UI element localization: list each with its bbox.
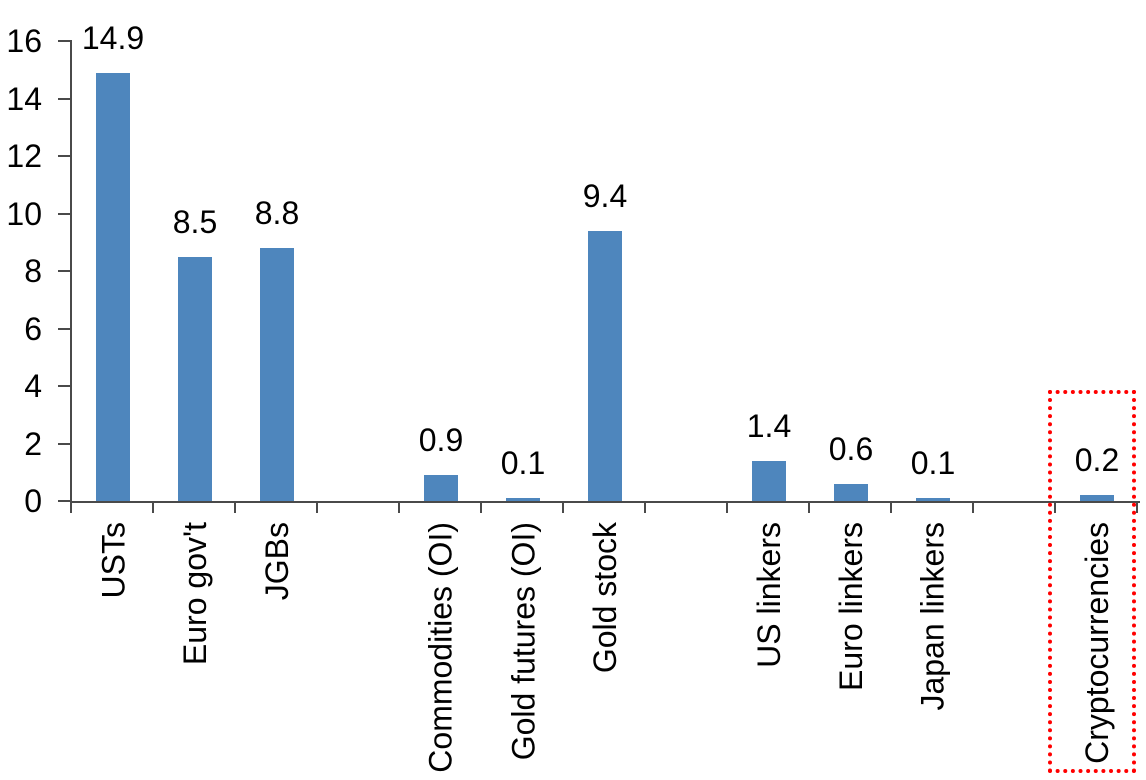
y-axis-tick (58, 155, 72, 157)
bar-euro-gov-t (178, 257, 212, 501)
x-axis-tick (316, 501, 318, 513)
category-label: Euro gov't (177, 522, 213, 666)
y-tick-label: 4 (24, 368, 42, 404)
x-axis-tick (398, 501, 400, 513)
y-tick-label: 6 (24, 310, 42, 347)
y-axis-tick (58, 385, 72, 387)
y-axis-line (70, 40, 72, 513)
x-axis-tick (562, 501, 564, 513)
x-axis-tick (234, 501, 236, 513)
y-tick-label: 2 (24, 425, 42, 462)
y-tick-label: 16 (6, 23, 42, 59)
bar-us-linkers (752, 461, 786, 501)
category-label: US linkers (751, 522, 787, 668)
bar-gold-futures-oi- (506, 498, 540, 501)
highlight-box (1048, 390, 1136, 773)
bar-value-label: 8.8 (254, 195, 300, 231)
y-axis-tick (58, 97, 72, 100)
y-tick-label: 12 (6, 138, 42, 174)
bar-value-label: 0.6 (828, 431, 874, 467)
x-axis-tick (726, 501, 728, 513)
x-axis-line (70, 501, 1140, 503)
x-axis-tick (890, 501, 892, 513)
bar-value-label: 8.5 (172, 204, 218, 240)
bar-value-label: 9.4 (582, 178, 628, 214)
y-axis-tick (58, 442, 72, 445)
bar-commodities-oi- (424, 475, 458, 501)
bar-value-label: 0.1 (500, 445, 546, 481)
bar-value-label: 0.9 (418, 422, 464, 458)
y-axis-tick (58, 500, 72, 502)
y-axis-tick (58, 270, 72, 272)
x-axis-tick (808, 501, 810, 513)
x-axis-tick (644, 501, 646, 513)
x-axis-tick (480, 501, 482, 513)
category-label: JGBs (259, 522, 295, 601)
category-label: Euro linkers (833, 522, 869, 691)
bar-value-label: 1.4 (746, 408, 792, 444)
y-tick-label: 14 (6, 80, 42, 117)
x-axis-tick (152, 501, 154, 513)
y-axis-tick (58, 212, 72, 215)
x-axis-tick (1136, 501, 1138, 513)
y-tick-label: 0 (24, 483, 42, 519)
bar-value-label: 0.1 (910, 445, 956, 481)
bar-value-label: 0.2 (1074, 442, 1120, 478)
bar-gold-stock (588, 231, 622, 501)
bar-jgbs (260, 248, 294, 501)
bar-value-label: 14.9 (81, 20, 145, 56)
x-axis-tick (972, 501, 974, 513)
bar-cryptocurrencies (1080, 495, 1114, 501)
bar-usts (96, 73, 130, 501)
category-label: Gold futures (OI) (505, 522, 541, 761)
category-label: Japan linkers (915, 522, 951, 711)
y-tick-label: 10 (6, 195, 42, 232)
category-label: USTs (95, 522, 131, 599)
category-label: Gold stock (587, 522, 623, 674)
category-label: Commodities (OI) (423, 522, 459, 773)
bar-euro-linkers (834, 484, 868, 501)
x-axis-tick (1054, 501, 1056, 513)
y-tick-label: 8 (24, 253, 42, 289)
y-axis-tick (58, 327, 72, 330)
bar-japan-linkers (916, 498, 950, 501)
y-axis-tick (58, 40, 72, 42)
